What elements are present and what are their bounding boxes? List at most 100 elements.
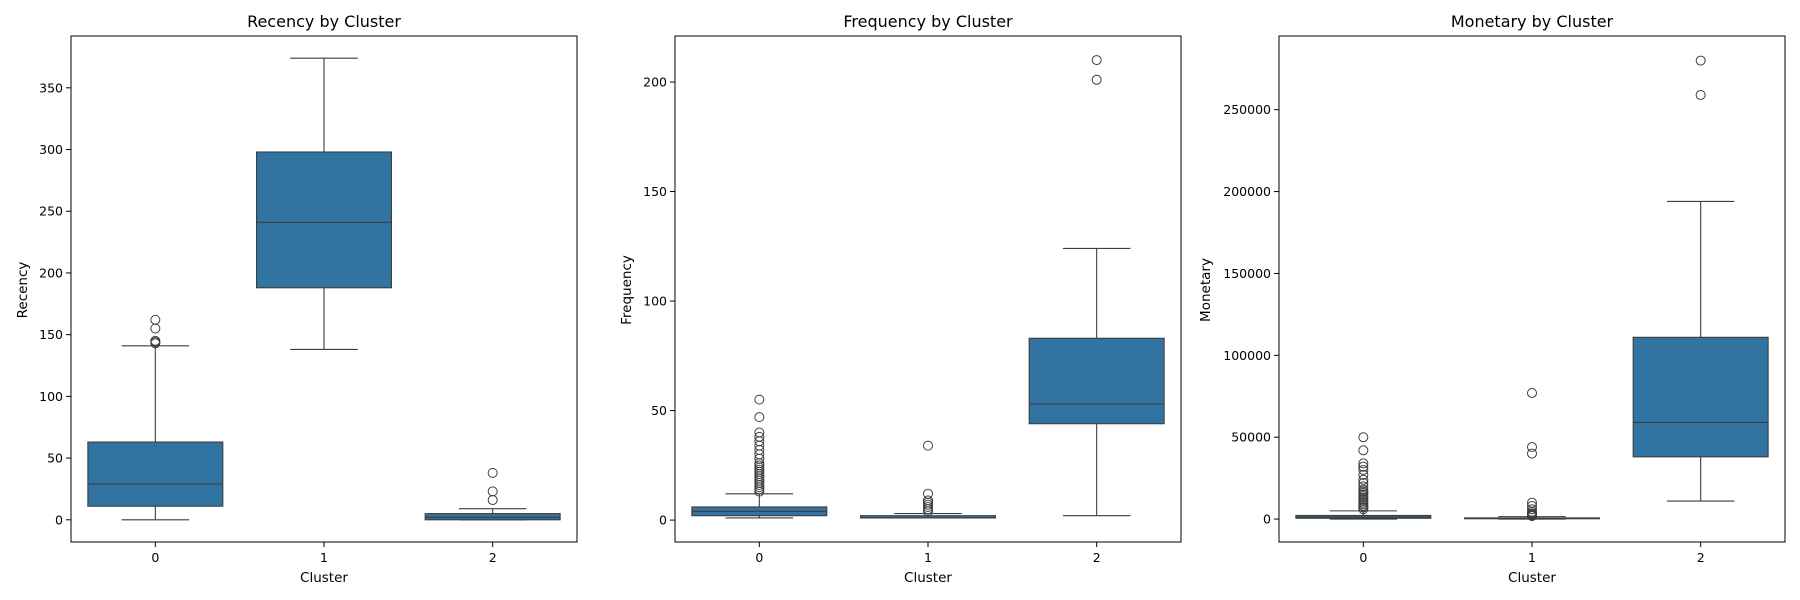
y-tick-label: 150 [643,184,667,199]
outlier-point [1695,55,1706,66]
outlier-point [487,486,498,497]
iqr-box [1028,337,1165,425]
y-tick-label: 50 [47,451,63,466]
y-tick-label: 100 [39,389,63,404]
outlier-point [487,495,498,506]
outlier-point [1527,442,1537,453]
y-tick-label: 0 [1263,512,1271,527]
frequency-chart: Frequency by Cluster Cluster Frequency 0… [619,12,1182,586]
outlier-point [754,427,765,438]
x-axis-label: Cluster [1508,570,1556,586]
outlier-point [754,412,765,423]
outlier-point [150,314,161,325]
outlier-point [1091,74,1102,85]
box-cluster-1 [255,57,393,351]
outlier-point [150,335,161,346]
x-tick-label: 2 [489,550,497,565]
outlier-point [150,323,161,334]
y-tick-label: 200 [39,265,63,280]
outlier-point [487,467,498,478]
outlier-point [1358,481,1369,492]
y-tick-label: 200 [643,75,667,90]
outlier-point [1527,497,1537,508]
x-ticks: 0 1 2 [755,542,1101,565]
x-ticks: 0 1 2 [1359,542,1705,565]
outlier-point [754,431,765,442]
outlier-point [754,464,765,475]
plot-frame [70,35,578,543]
x-ticks: 0 1 2 [151,542,497,565]
chart-title: Recency by Cluster [247,12,401,31]
boxes [87,57,561,521]
outlier-point [1527,448,1537,459]
x-tick-label: 2 [1093,550,1101,565]
boxes [1295,55,1769,522]
y-tick-label: 150000 [1223,266,1271,281]
y-axis-label: Monetary [1198,258,1214,322]
monetary-chart: Monetary by Cluster Cluster Monetary 0 50… [1198,12,1786,586]
y-axis-label: Frequency [619,255,635,325]
x-tick-label: 0 [755,550,763,565]
y-axis-label: Recency [15,262,31,319]
outlier-point [1358,474,1369,485]
outlier-point [1358,478,1369,489]
outlier-point [923,440,933,451]
box-cluster-0 [691,394,828,519]
iqr-box [424,513,561,521]
outlier-point [754,460,765,471]
y-ticks: 0 50 100 150 200 250 300 350 [39,80,71,527]
y-tick-label: 100 [643,294,667,309]
x-tick-label: 2 [1697,550,1705,565]
outlier-point [1695,89,1706,100]
box-cluster-2 [424,467,561,521]
plot-frame [674,35,1182,543]
outlier-point [1358,458,1369,469]
outlier-point [923,495,933,506]
y-tick-label: 100000 [1223,348,1271,363]
x-tick-label: 1 [924,550,932,565]
recency-chart: Recency by Cluster Cluster Recency 0 50 10… [15,12,578,586]
box-cluster-2 [1632,55,1769,502]
box-cluster-0 [87,314,224,521]
outlier-point [1358,464,1369,475]
box-cluster-1 [859,440,997,519]
chart-title: Monetary by Cluster [1451,12,1614,31]
outlier-point [1358,445,1369,456]
outlier-point [923,488,933,499]
box-cluster-2 [1028,55,1165,517]
plot-frame [1278,35,1786,543]
y-tick-label: 150 [39,327,63,342]
outlier-point [1358,432,1369,443]
outlier-point [923,499,933,510]
x-tick-label: 0 [1359,550,1367,565]
outlier-point [1091,55,1102,66]
outlier-point [1527,500,1537,511]
outlier-point [754,394,765,405]
y-ticks: 0 50000 100000 150000 200000 250000 [1223,102,1279,527]
outlier-point [1527,387,1537,398]
outlier-point [1358,461,1369,472]
y-tick-label: 350 [39,80,63,95]
box-cluster-0 [1295,432,1432,520]
y-tick-label: 50000 [1231,430,1271,445]
boxes [691,55,1165,519]
y-tick-label: 0 [659,513,667,528]
x-tick-label: 1 [1528,550,1536,565]
iqr-box [87,441,224,507]
y-tick-label: 300 [39,142,63,157]
y-ticks: 0 50 100 150 200 [643,75,675,528]
outlier-point [1527,504,1537,515]
box-cluster-1 [1463,387,1601,522]
outlier-point [1358,484,1369,495]
x-axis-label: Cluster [300,570,348,586]
y-tick-label: 0 [55,512,63,527]
y-tick-label: 250 [39,204,63,219]
y-tick-label: 250000 [1223,102,1271,117]
y-tick-label: 200000 [1223,184,1271,199]
chart-title: Frequency by Cluster [843,12,1013,31]
iqr-box [255,151,393,289]
x-tick-label: 0 [151,550,159,565]
outlier-point [923,501,933,512]
y-tick-label: 50 [651,403,667,418]
